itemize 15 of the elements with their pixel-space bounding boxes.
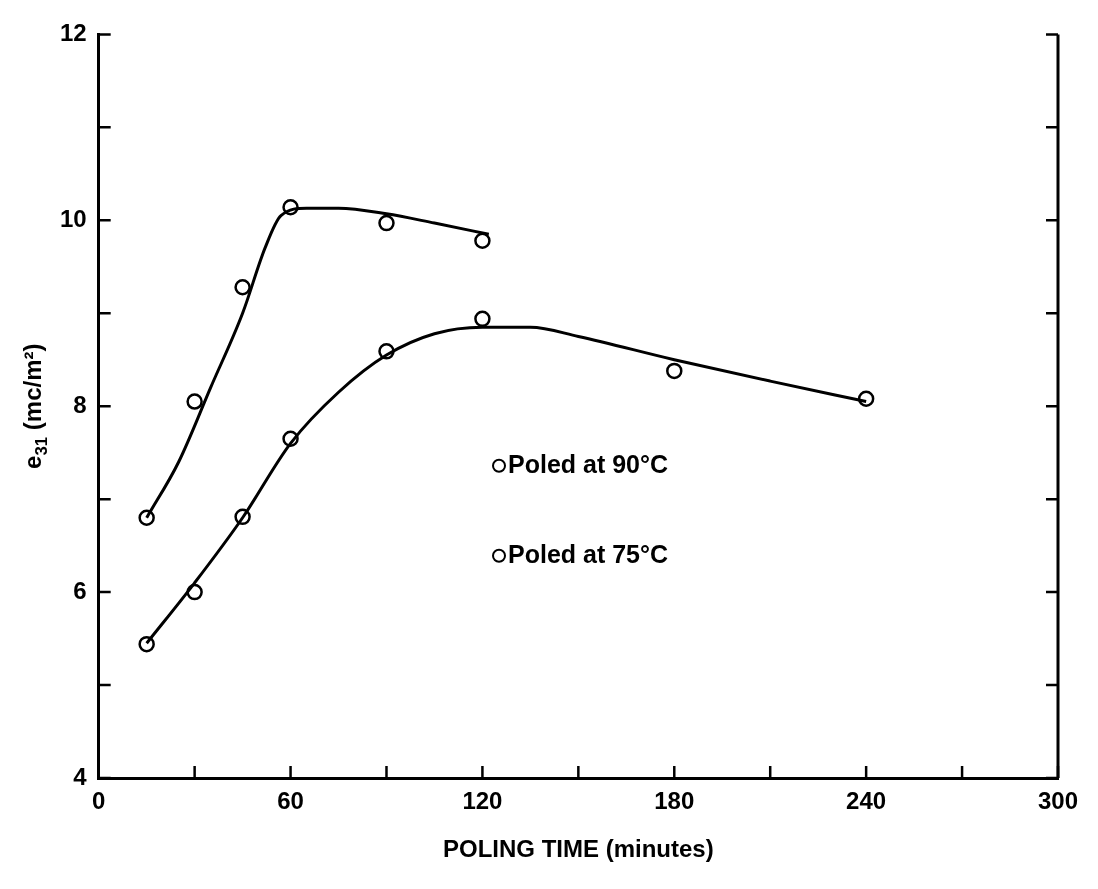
x-tick-label: 0 — [92, 786, 106, 814]
y-tick-label: 8 — [73, 390, 87, 418]
legend-label: Poled at 75°C — [508, 539, 669, 568]
x-axis-title: POLING TIME (minutes) — [443, 834, 714, 862]
legend-label: Poled at 90°C — [508, 449, 669, 478]
y-tick-label: 12 — [59, 19, 87, 47]
y-tick-label: 4 — [73, 762, 88, 790]
x-tick-label: 240 — [846, 786, 887, 814]
y-tick-label: 10 — [59, 204, 87, 232]
x-tick-label: 60 — [277, 786, 304, 814]
y-tick-label: 6 — [73, 576, 87, 604]
x-tick-label: 300 — [1037, 786, 1079, 814]
y-axis-title: e31 (mc/m²) — [18, 343, 52, 469]
x-tick-label: 120 — [462, 786, 503, 814]
x-tick-label: 180 — [654, 786, 695, 814]
